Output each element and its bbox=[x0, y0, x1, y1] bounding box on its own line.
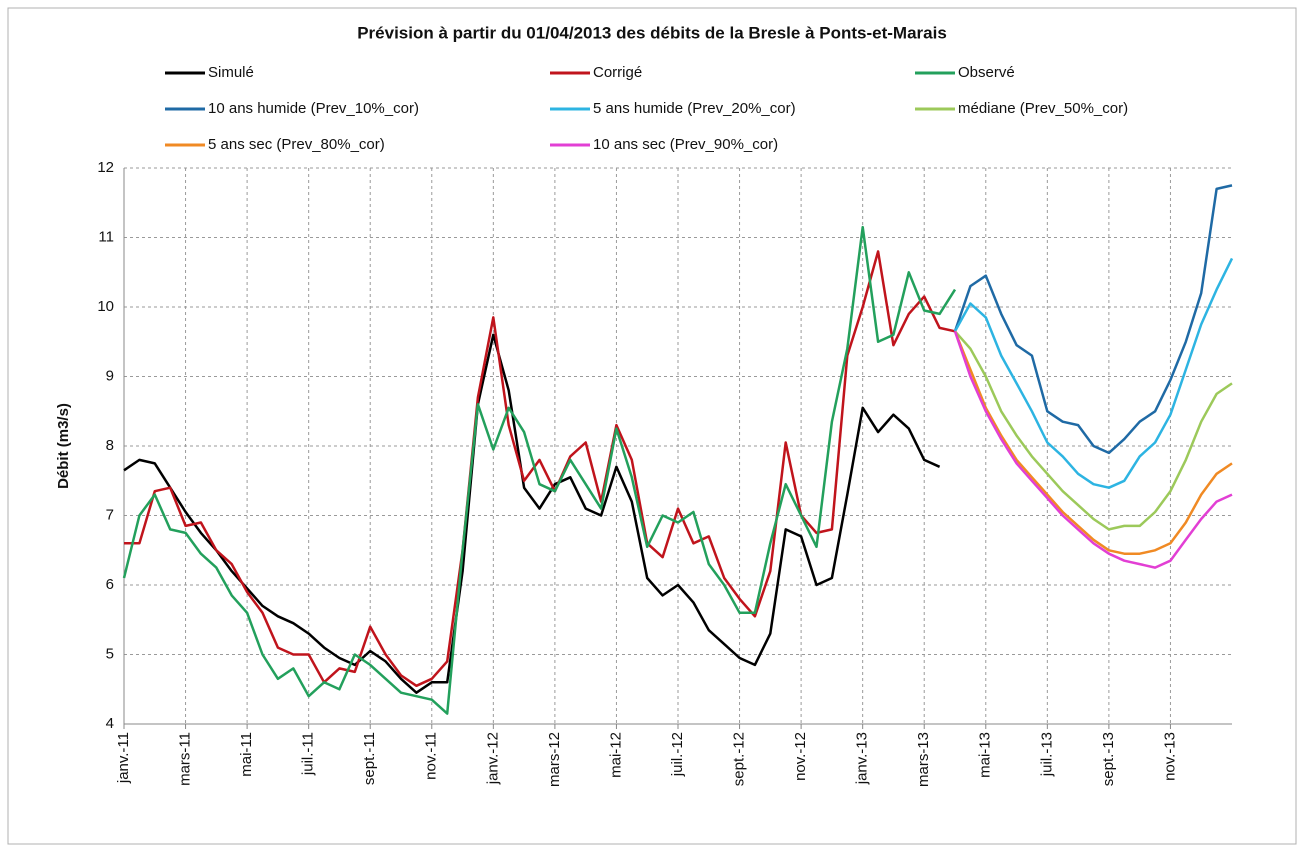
x-tick-label: mars-12 bbox=[546, 732, 563, 787]
series-line bbox=[122, 225, 957, 715]
series-line bbox=[124, 250, 956, 688]
x-tick-label: mars-13 bbox=[915, 732, 932, 787]
x-tick-label: janv.-12 bbox=[484, 732, 501, 785]
x-tick-label: nov.-12 bbox=[792, 732, 809, 781]
series-line bbox=[953, 184, 1233, 455]
chart-title: Prévision à partir du 01/04/2013 des déb… bbox=[357, 23, 947, 42]
y-tick-label: 8 bbox=[106, 437, 114, 454]
x-tick-label: sept.-12 bbox=[731, 732, 748, 786]
y-tick-label: 4 bbox=[106, 715, 114, 732]
series-line bbox=[953, 330, 1233, 569]
x-tick-label: mai-12 bbox=[607, 732, 624, 778]
x-tick-label: mai-13 bbox=[977, 732, 994, 778]
y-tick-label: 6 bbox=[106, 576, 114, 593]
series-line bbox=[953, 257, 1234, 489]
x-tick-label: janv.-13 bbox=[854, 732, 871, 785]
legend-label: 5 ans sec (Prev_80%_cor) bbox=[208, 136, 385, 153]
x-tick-label: janv.-11 bbox=[115, 732, 132, 784]
series-line bbox=[123, 333, 941, 694]
x-tick-label: sept.-11 bbox=[361, 732, 378, 785]
x-tick-label: mai-11 bbox=[238, 732, 255, 777]
x-tick-label: nov.-11 bbox=[423, 732, 440, 780]
chart-border bbox=[7, 7, 1297, 845]
series-line bbox=[954, 330, 1233, 531]
y-tick-label: 9 bbox=[106, 367, 114, 384]
x-tick-label: mars-11 bbox=[177, 732, 194, 786]
x-tick-label: juil.-13 bbox=[1038, 732, 1055, 777]
legend-label: 5 ans humide (Prev_20%_cor) bbox=[593, 100, 796, 117]
y-tick-label: 10 bbox=[97, 298, 114, 315]
y-tick-label: 7 bbox=[106, 506, 114, 523]
legend-label: 10 ans humide (Prev_10%_cor) bbox=[208, 100, 419, 117]
x-tick-label: sept.-13 bbox=[1100, 732, 1117, 786]
legend-label: 10 ans sec (Prev_90%_cor) bbox=[593, 136, 778, 153]
series-line bbox=[953, 330, 1233, 555]
legend-label: Corrigé bbox=[593, 64, 642, 81]
y-tick-label: 5 bbox=[106, 645, 114, 662]
y-tick-label: 11 bbox=[98, 228, 114, 245]
legend-label: Observé bbox=[958, 64, 1015, 81]
y-tick-label: 12 bbox=[97, 159, 114, 176]
x-tick-label: juil.-12 bbox=[669, 732, 686, 777]
x-tick-label: juil.-11 bbox=[300, 732, 317, 776]
legend-label: Simulé bbox=[208, 64, 254, 81]
y-axis-label: Débit (m3/s) bbox=[55, 403, 72, 489]
legend-label: médiane (Prev_50%_cor) bbox=[958, 100, 1128, 117]
x-tick-label: nov.-13 bbox=[1161, 732, 1178, 781]
